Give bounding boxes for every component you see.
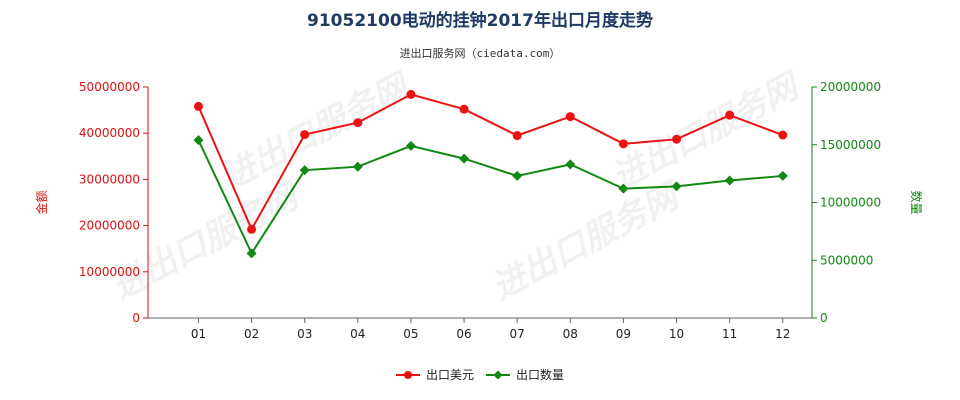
legend-marker	[493, 370, 503, 380]
y-left-tick-label: 40000000	[79, 126, 140, 140]
data-point[interactable]	[300, 130, 310, 140]
data-point[interactable]	[724, 175, 735, 186]
x-tick-label: 06	[456, 327, 471, 341]
y-right-tick-label: 0	[820, 311, 828, 325]
x-tick-label: 11	[722, 327, 737, 341]
x-tick-label: 02	[244, 327, 259, 341]
chart-subtitle: 进出口服务网（ciedata.com）	[400, 46, 561, 60]
y-right-tick-label: 20000000	[820, 80, 881, 94]
y-left-tick-label: 50000000	[79, 80, 140, 94]
data-point[interactable]	[406, 89, 416, 99]
series-line	[197, 139, 783, 256]
x-tick-label: 12	[775, 327, 790, 341]
data-point[interactable]	[405, 140, 416, 151]
x-tick-label: 05	[403, 327, 418, 341]
series-layer	[193, 89, 788, 259]
y-right-tick-label: 10000000	[820, 196, 881, 210]
y-left-tick-label: 0	[132, 311, 140, 325]
data-point[interactable]	[618, 139, 628, 149]
x-tick-label: 07	[510, 327, 525, 341]
legend-marker	[404, 371, 412, 379]
data-point[interactable]	[459, 153, 470, 164]
data-point[interactable]	[512, 170, 523, 181]
data-point[interactable]	[512, 131, 522, 141]
data-point[interactable]	[777, 170, 788, 181]
legend-item[interactable]: 出口美元	[396, 368, 474, 382]
data-point[interactable]	[672, 134, 682, 144]
y-axis-left-title: 金额	[34, 190, 49, 214]
y-left-tick-label: 20000000	[79, 219, 140, 233]
watermark-text: 进出口服务网	[485, 175, 688, 308]
chart-title: 91052100电动的挂钟2017年出口月度走势	[307, 10, 653, 31]
watermark-text: 进出口服务网	[605, 65, 808, 198]
legend[interactable]: 出口美元 出口数量	[396, 367, 564, 382]
data-point[interactable]	[725, 110, 735, 120]
data-point[interactable]	[618, 183, 629, 194]
data-point[interactable]	[299, 165, 310, 176]
y-left-tick-label: 10000000	[79, 265, 140, 279]
data-point[interactable]	[778, 130, 788, 140]
x-tick-label: 08	[563, 327, 578, 341]
legend-label: 出口美元	[426, 368, 474, 382]
y-right-tick-label: 15000000	[820, 138, 881, 152]
y-axis-right-title: 数量	[909, 190, 924, 214]
data-point[interactable]	[565, 112, 575, 122]
data-point[interactable]	[193, 135, 204, 146]
data-point[interactable]	[671, 181, 682, 192]
axes-layer: 0 10000000 20000000 30000000 40000000 5000000…	[79, 80, 881, 341]
x-tick-label: 01	[191, 327, 206, 341]
series-1	[193, 89, 788, 234]
data-point[interactable]	[352, 161, 363, 172]
data-point[interactable]	[247, 224, 257, 234]
x-tick-label: 04	[350, 327, 365, 341]
data-point[interactable]	[565, 159, 576, 170]
data-point[interactable]	[353, 118, 363, 128]
legend-item[interactable]: 出口数量	[486, 367, 564, 382]
data-point[interactable]	[459, 104, 469, 114]
x-tick-label: 03	[297, 327, 312, 341]
watermark-text: 进出口服务网	[105, 175, 308, 308]
x-tick-label: 10	[669, 327, 684, 341]
y-right-tick-label: 5000000	[820, 253, 873, 267]
series-line	[197, 93, 784, 232]
x-tick-label: 09	[616, 327, 631, 341]
y-left-tick-label: 30000000	[79, 172, 140, 186]
series-2	[193, 135, 788, 259]
data-point[interactable]	[246, 248, 257, 259]
data-point[interactable]	[193, 101, 203, 111]
legend-label: 出口数量	[516, 367, 564, 382]
